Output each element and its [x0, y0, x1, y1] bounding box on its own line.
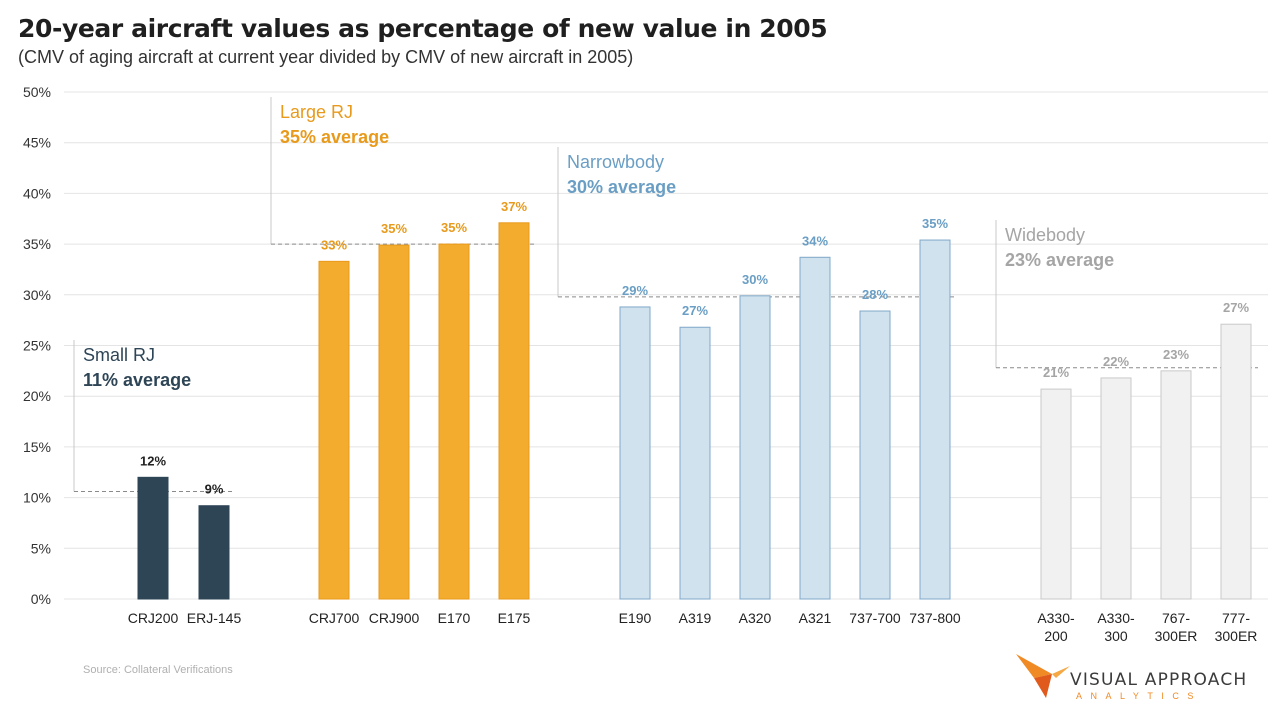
bar: [619, 306, 651, 600]
group-name-label: Small RJ: [83, 345, 155, 365]
source-note: Source: Collateral Verifications: [83, 664, 233, 676]
y-tick-label: 20%: [23, 388, 51, 404]
group-name-label: Narrowbody: [567, 152, 664, 172]
bar-value-label: 27%: [1223, 300, 1249, 315]
y-tick-label: 35%: [23, 236, 51, 252]
bar-value-label: 27%: [682, 303, 708, 318]
chart-subtitle: (CMV of aging aircraft at current year d…: [18, 47, 634, 67]
x-tick-label: 737-800: [909, 610, 961, 626]
bar-value-label: 30%: [742, 272, 768, 287]
bar-value-label: 35%: [381, 221, 407, 236]
bar-value-label: 33%: [321, 237, 347, 252]
bar-value-label: 23%: [1163, 347, 1189, 362]
y-tick-label: 40%: [23, 185, 51, 201]
bar: [1100, 377, 1132, 600]
y-tick-label: 0%: [31, 591, 51, 607]
bar: [318, 260, 350, 600]
y-tick-label: 15%: [23, 439, 51, 455]
x-tick-label: E170: [438, 610, 471, 626]
y-tick-label: 30%: [23, 287, 51, 303]
bar-value-label: 28%: [862, 287, 888, 302]
group-average-label: 23% average: [1005, 250, 1114, 270]
bar: [799, 256, 831, 600]
y-tick-label: 5%: [31, 540, 51, 556]
group-average-label: 11% average: [83, 370, 191, 390]
x-tick-label: A330-: [1097, 610, 1135, 626]
x-tick-label: A320: [739, 610, 772, 626]
x-tick-label: CRJ700: [309, 610, 360, 626]
bar: [739, 295, 771, 600]
x-tick-label: A330-: [1037, 610, 1075, 626]
bar: [1160, 370, 1192, 600]
x-tick-label: 767-: [1162, 610, 1190, 626]
x-tick-label: 300ER: [1155, 628, 1198, 644]
bar: [859, 310, 891, 600]
bar: [498, 222, 530, 600]
y-tick-label: 10%: [23, 490, 51, 506]
bar-value-label: 22%: [1103, 354, 1129, 369]
x-tick-label: 300ER: [1215, 628, 1258, 644]
bar-value-label: 21%: [1043, 365, 1069, 380]
bar: [378, 244, 410, 600]
bar: [198, 505, 230, 600]
group-average-label: 35% average: [280, 127, 389, 147]
y-tick-label: 45%: [23, 135, 51, 151]
bar-value-label: 29%: [622, 283, 648, 298]
x-tick-label: ERJ-145: [187, 610, 242, 626]
x-tick-label: A321: [799, 610, 832, 626]
x-tick-label: CRJ200: [128, 610, 179, 626]
y-tick-label: 25%: [23, 338, 51, 354]
y-tick-label: 50%: [23, 84, 51, 100]
logo-text: VISUAL APPROACH: [1070, 670, 1248, 690]
bar-value-label: 34%: [802, 233, 828, 248]
x-tick-label: 737-700: [849, 610, 901, 626]
bar: [1040, 388, 1072, 600]
x-tick-label: E190: [619, 610, 652, 626]
logo-subtext: ANALYTICS: [1076, 691, 1202, 701]
bar-value-label: 12%: [140, 453, 166, 468]
x-tick-label: E175: [498, 610, 531, 626]
bar: [1220, 323, 1252, 600]
logo-icon: [1016, 654, 1070, 698]
x-tick-label: A319: [679, 610, 712, 626]
bar-value-label: 9%: [205, 482, 224, 497]
group-average-label: 30% average: [567, 177, 676, 197]
brand-logo: VISUAL APPROACH ANALYTICS: [1012, 648, 1252, 704]
bar-value-label: 35%: [922, 216, 948, 231]
bar: [438, 243, 470, 600]
bar: [679, 326, 711, 600]
x-tick-label: CRJ900: [369, 610, 420, 626]
x-tick-label: 300: [1104, 628, 1128, 644]
bar-value-label: 37%: [501, 199, 527, 214]
bar: [137, 476, 169, 600]
chart-title: 20-year aircraft values as percentage of…: [18, 14, 828, 43]
bar-value-label: 35%: [441, 220, 467, 235]
bar: [919, 239, 951, 600]
group-name-label: Widebody: [1005, 225, 1085, 245]
x-tick-label: 200: [1044, 628, 1068, 644]
x-tick-label: 777-: [1222, 610, 1250, 626]
group-name-label: Large RJ: [280, 102, 353, 122]
